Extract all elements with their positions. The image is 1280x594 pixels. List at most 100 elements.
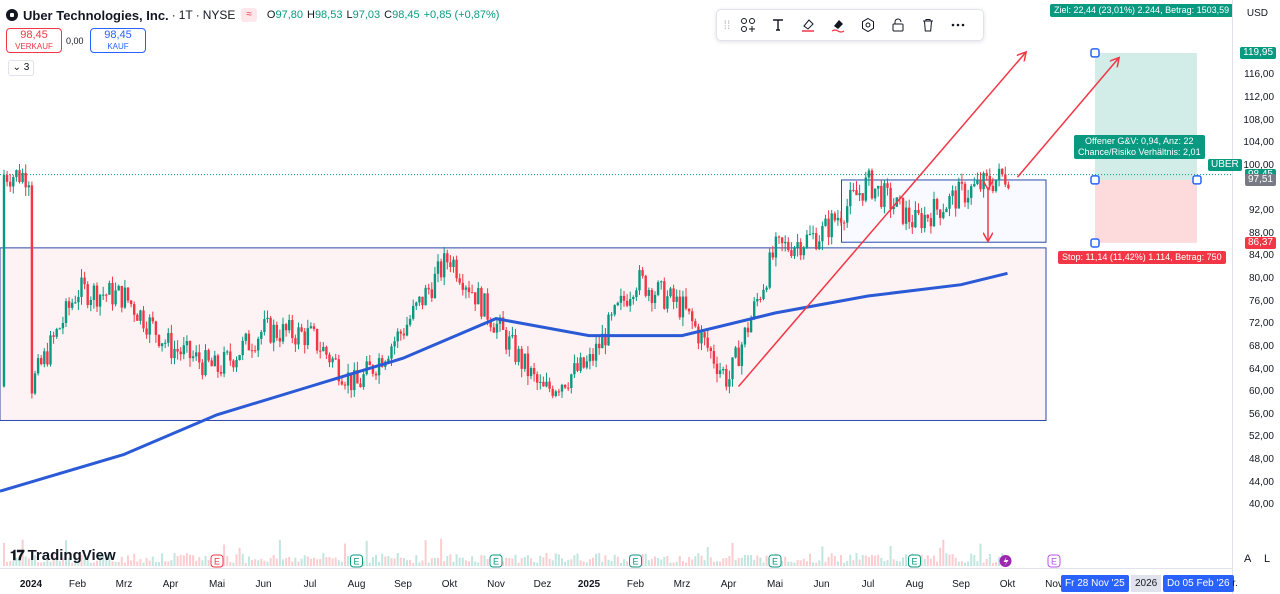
objects-icon[interactable] <box>733 11 763 39</box>
candle-body <box>514 334 517 362</box>
dividend-bolt-icon <box>1003 557 1009 566</box>
candle-body <box>923 214 926 229</box>
volume-bar <box>61 558 64 566</box>
volume-bar <box>567 560 570 566</box>
candle-body <box>396 331 399 342</box>
time-axis[interactable]: 2024 Feb Mrz Apr Mai Jun Jul Aug Sep Okt Nov Dez 202… <box>0 568 1232 594</box>
candle-body <box>95 285 99 307</box>
line-color-icon[interactable] <box>823 11 853 39</box>
buy-button[interactable]: 98,45 KAUF <box>90 28 146 53</box>
time-tick: Mrz <box>673 579 691 590</box>
text-icon[interactable] <box>763 11 793 39</box>
volume-bar <box>613 554 616 566</box>
volume-bar <box>970 553 973 566</box>
settings-icon[interactable] <box>853 11 883 39</box>
candle-body <box>340 381 344 385</box>
candle-body <box>908 207 911 223</box>
trash-icon[interactable] <box>913 11 943 39</box>
volume-bar <box>86 555 89 566</box>
volume-bar <box>669 562 672 566</box>
volume-bar <box>148 560 151 566</box>
candle-body <box>136 314 139 321</box>
indicators-toggle[interactable]: ⌄ 3 <box>8 60 34 76</box>
time-tick: Okt <box>441 579 458 590</box>
volume-bar <box>942 539 945 566</box>
volume-bar <box>46 556 49 566</box>
volume-bar <box>561 558 563 566</box>
volume-bar <box>430 558 433 566</box>
candle-body <box>322 346 325 352</box>
fill-icon[interactable] <box>793 11 823 39</box>
volume-bar <box>275 558 278 566</box>
volume-bar <box>272 554 275 566</box>
candle-body <box>539 381 542 383</box>
volume-bar <box>920 554 923 566</box>
earnings-marker-label: E <box>772 557 778 567</box>
volume-bar <box>204 555 207 566</box>
currency-label[interactable]: USD <box>1246 8 1268 19</box>
more-icon[interactable] <box>943 11 973 39</box>
candle-body <box>948 196 951 209</box>
volume-bar <box>716 561 718 566</box>
volume-bar <box>12 561 15 566</box>
volume-bar <box>334 557 337 566</box>
candle-body <box>746 327 750 333</box>
candle-body <box>960 181 964 184</box>
ohlc-high: H98,53 <box>306 9 343 21</box>
grip-icon[interactable]: ⁞⁞ <box>723 18 731 32</box>
log-scale-button[interactable]: L <box>1264 553 1271 565</box>
volume-bar <box>712 561 715 566</box>
candle-body <box>477 287 480 305</box>
candle-body <box>350 372 353 391</box>
volume-bar <box>595 553 598 566</box>
candle-body <box>647 289 650 296</box>
volume-bar <box>933 555 935 566</box>
volume-bar <box>58 561 61 566</box>
volume-bar <box>18 557 21 566</box>
time-tick: Mrz <box>115 579 133 590</box>
tradingview-logo[interactable]: 𝟏𝟕 TradingView <box>10 547 116 564</box>
candle-body <box>111 282 114 305</box>
market-status-badge[interactable]: ≈ <box>241 8 257 22</box>
candle-body <box>353 370 356 391</box>
drawing-toolbar: ⁞⁞ <box>716 9 984 41</box>
candle-body <box>997 168 1001 180</box>
candle-body <box>796 242 799 248</box>
candle-body <box>576 363 579 371</box>
spread-value: 0,00 <box>66 36 84 46</box>
date-label-start: Fr 28 Nov '25 <box>1061 575 1129 592</box>
candle-body <box>343 384 347 386</box>
candle-body <box>5 174 9 182</box>
candle-body <box>235 359 238 368</box>
volume-bar <box>257 560 260 566</box>
price-tick: 104,00 <box>1243 137 1274 149</box>
symbol-header[interactable]: Uber Technologies, Inc. · 1T · NYSE ≈ O9… <box>6 6 499 24</box>
candle-body <box>201 362 204 376</box>
volume-bar <box>77 560 80 566</box>
candle-body <box>976 179 979 184</box>
lock-icon[interactable] <box>883 11 913 39</box>
candle-body <box>570 374 573 389</box>
candle-body <box>529 368 533 377</box>
candle-body <box>939 209 942 218</box>
tradingview-mark-icon: 𝟏𝟕 <box>10 547 25 563</box>
price-axis[interactable]: USD 116,00 112,00 108,00 104,00 100,00 92,00 8… <box>1232 0 1280 594</box>
candle-body <box>244 333 247 341</box>
volume-bar <box>964 562 966 566</box>
symbol-interval[interactable]: 1T <box>178 8 193 22</box>
candle-body <box>808 233 812 235</box>
sell-button[interactable]: 98,45 VERKAUF <box>6 28 62 53</box>
candle-body <box>588 354 592 362</box>
candle-body <box>771 252 774 258</box>
position-handle <box>1192 175 1202 185</box>
candle-body <box>743 327 747 345</box>
price-tick: 112,00 <box>1244 91 1274 103</box>
volume-bar <box>607 559 610 566</box>
earnings-marker-label: E <box>1051 557 1057 567</box>
auto-scale-button[interactable]: A <box>1244 553 1252 565</box>
candle-body <box>170 333 173 359</box>
volume-bar <box>991 562 994 566</box>
candle-body <box>86 284 89 306</box>
time-tick: Jun <box>255 579 272 590</box>
